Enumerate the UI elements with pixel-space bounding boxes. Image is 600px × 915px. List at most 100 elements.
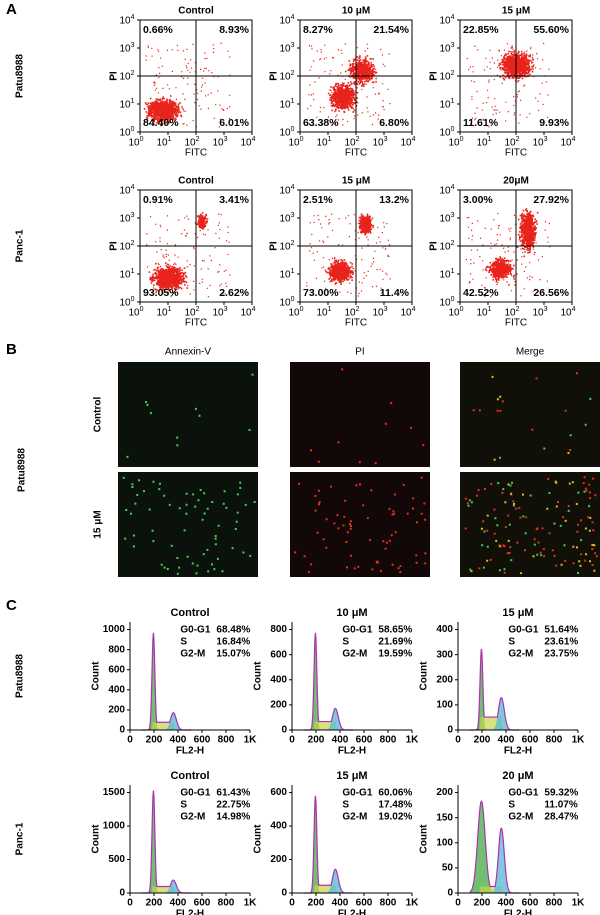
phase-name: G2-M [508, 812, 533, 823]
tick-exponent: 0 [460, 306, 464, 313]
y-tick-label: 400 [108, 684, 125, 695]
y-tick-label: 800 [108, 644, 125, 655]
x-tick-label: 1K [244, 898, 258, 909]
tick-exponent: 0 [460, 136, 464, 143]
y-tick-label: 103 [119, 42, 134, 55]
y-tick-label: 102 [439, 70, 454, 83]
x-tick-label: 101 [476, 306, 491, 319]
x-tick-label: 100 [128, 136, 143, 149]
plot-title: 15 μM [502, 6, 530, 17]
y-tick-label: 200 [270, 700, 287, 711]
s-phase [141, 722, 191, 730]
quadrant-value: 0.66% [143, 24, 173, 36]
tick-exponent: 4 [412, 136, 416, 143]
y-tick-label: 0 [281, 888, 287, 899]
plot-title: Control [178, 176, 214, 187]
y-tick-label: 102 [279, 240, 294, 253]
x-axis-label: FL2-H [338, 746, 366, 757]
x-tick-label: 104 [560, 306, 575, 319]
x-tick-label: 200 [474, 898, 491, 909]
tick-exponent: 0 [300, 136, 304, 143]
y-axis-label: PI [429, 241, 440, 251]
x-tick-label: 101 [156, 136, 171, 149]
tick-exponent: 2 [451, 240, 455, 247]
y-axis-label: Count [253, 661, 264, 691]
y-axis-label: PI [429, 71, 440, 81]
y-tick-label: 1500 [103, 787, 126, 798]
phase-name: S [342, 637, 349, 648]
x-tick-label: 800 [218, 898, 235, 909]
tick-exponent: 2 [291, 70, 295, 77]
y-tick-label: 200 [108, 705, 125, 716]
phase-value: 15.07% [216, 649, 250, 660]
phase-value: 68.48% [216, 625, 250, 636]
micrograph [460, 362, 600, 467]
tick-exponent: 4 [131, 14, 135, 21]
y-axis-label: Count [253, 824, 264, 854]
phase-value: 58.65% [378, 625, 412, 636]
y-tick-label: 103 [439, 212, 454, 225]
y-tick-label: 1000 [103, 624, 126, 635]
tick-exponent: 3 [451, 212, 455, 219]
phase-value: 22.75% [216, 800, 250, 811]
phase-value: 21.69% [378, 637, 412, 648]
y-tick-label: 200 [436, 674, 453, 685]
phase-name: G0-G1 [180, 625, 210, 636]
x-tick-label: 800 [218, 735, 235, 746]
x-tick-label: 200 [146, 898, 163, 909]
quadrant-value: 8.93% [219, 24, 249, 36]
phase-value: 23.75% [544, 649, 578, 660]
quadrant-value: 93.05% [143, 287, 179, 299]
tick-exponent: 1 [168, 136, 172, 143]
quadrant-value: 6.01% [219, 117, 249, 129]
y-axis-label: PI [109, 71, 120, 81]
y-tick-label: 200 [436, 787, 453, 798]
tick-exponent: 2 [196, 306, 200, 313]
quadrant-value: 55.60% [533, 24, 569, 36]
x-tick-label: 400 [332, 898, 349, 909]
x-tick-label: 1K [572, 735, 586, 746]
x-tick-label: 100 [288, 136, 303, 149]
tick-exponent: 2 [516, 136, 520, 143]
phase-name: G0-G1 [180, 788, 210, 799]
tick-exponent: 1 [291, 268, 295, 275]
panel-label: C [6, 597, 17, 614]
plot-title: 15 μM [336, 770, 367, 782]
row-label: Panc-1 [15, 229, 26, 262]
y-axis-label: PI [269, 71, 280, 81]
y-tick-label: 600 [270, 649, 287, 660]
x-tick-label: 0 [127, 735, 133, 746]
cell-dots [470, 480, 596, 575]
tick-exponent: 3 [131, 42, 135, 49]
y-tick-label: 600 [270, 787, 287, 798]
tick-exponent: 0 [131, 296, 135, 303]
y-tick-label: 102 [119, 240, 134, 253]
tick-exponent: 0 [300, 306, 304, 313]
quadrant-value: 73.00% [303, 287, 339, 299]
tick-exponent: 2 [131, 70, 135, 77]
y-tick-label: 101 [439, 98, 454, 111]
phase-name: G2-M [180, 649, 205, 660]
y-tick-label: 102 [439, 240, 454, 253]
x-tick-label: 400 [498, 735, 515, 746]
tick-exponent: 0 [140, 136, 144, 143]
quadrant-value: 3.00% [463, 194, 493, 206]
quadrant-value: 42.52% [463, 287, 499, 299]
tick-exponent: 1 [451, 98, 455, 105]
plot-title: Control [170, 607, 209, 619]
x-axis-label: FITC [505, 148, 527, 159]
tick-exponent: 1 [488, 306, 492, 313]
phase-name: G2-M [508, 649, 533, 660]
y-axis-label: Count [419, 824, 430, 854]
quadrant-value: 3.41% [219, 194, 249, 206]
x-tick-label: 600 [194, 735, 211, 746]
y-tick-label: 104 [439, 184, 454, 197]
phase-name: S [508, 800, 515, 811]
quadrant-value: 26.56% [533, 287, 569, 299]
x-tick-label: 200 [474, 735, 491, 746]
phase-name: S [342, 800, 349, 811]
tick-exponent: 2 [356, 306, 360, 313]
phase-value: 16.84% [216, 637, 250, 648]
tick-exponent: 1 [488, 136, 492, 143]
quadrant-value: 13.2% [379, 194, 409, 206]
